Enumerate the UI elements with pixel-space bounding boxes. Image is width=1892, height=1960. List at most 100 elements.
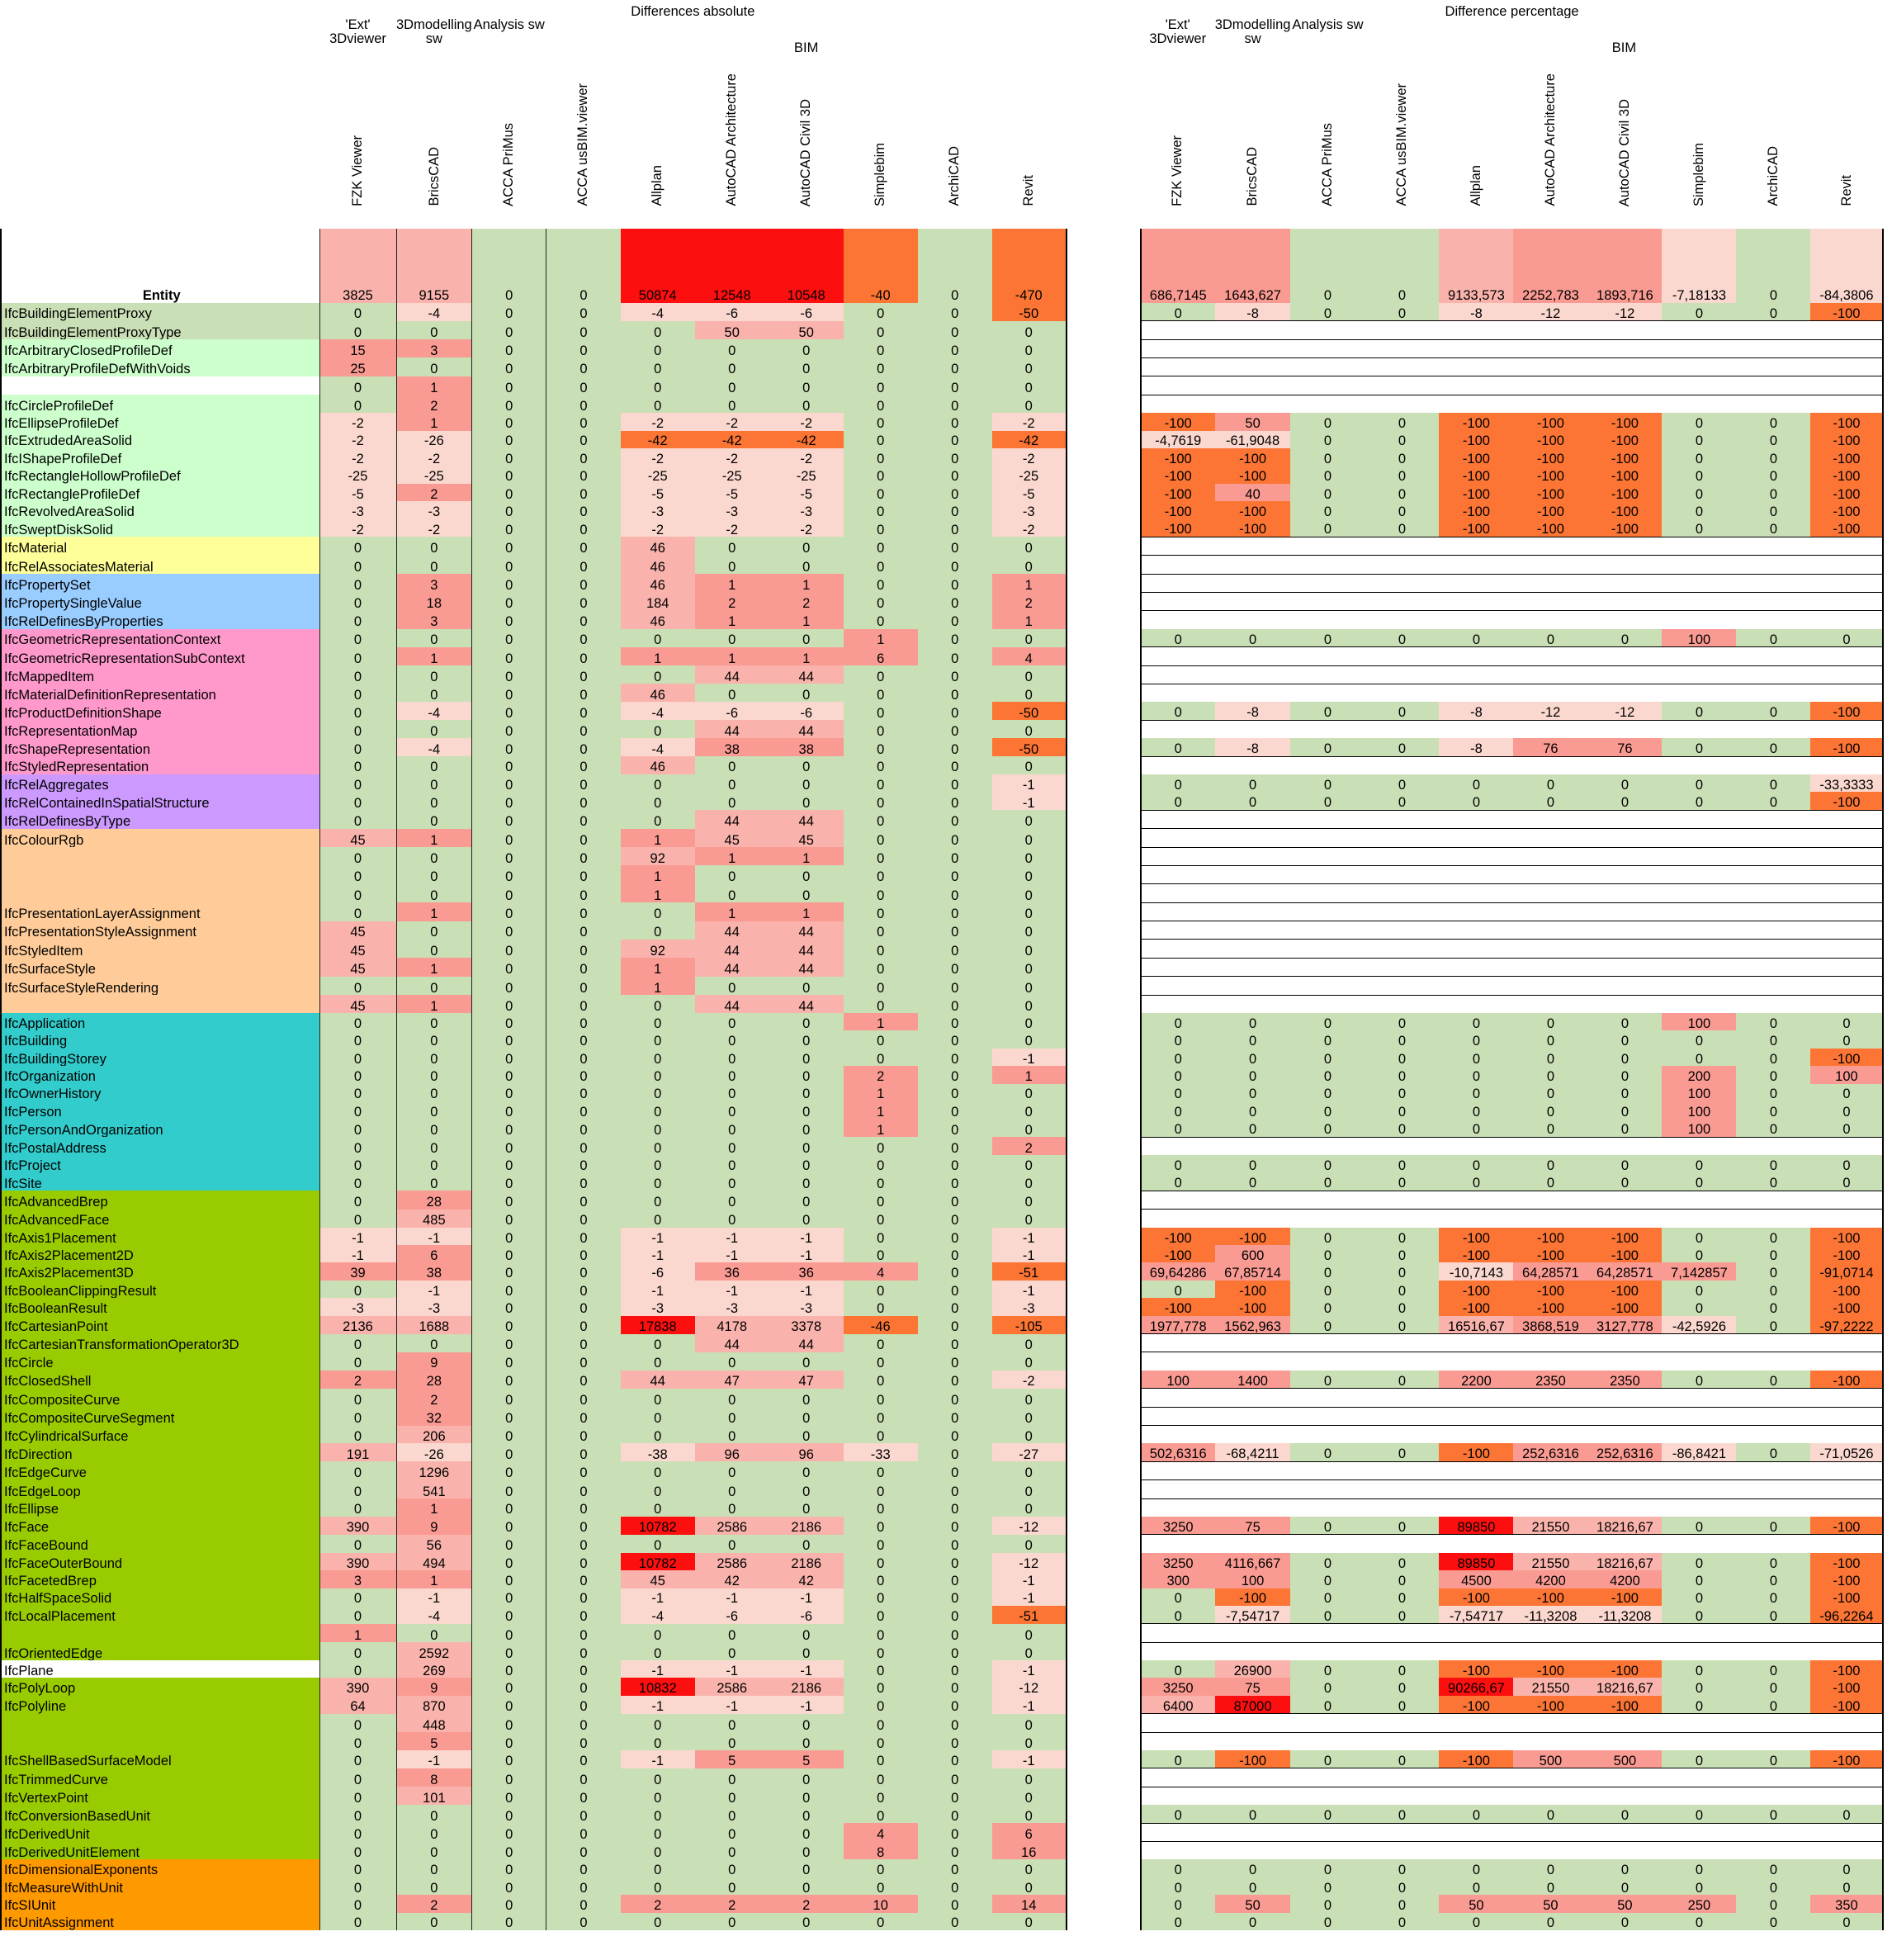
pct-cell-empty xyxy=(1513,610,1588,629)
abs-cell: 2 xyxy=(769,1895,844,1913)
pct-cell: 300 xyxy=(1139,1570,1215,1588)
pct-cell: 0 xyxy=(1662,1805,1737,1824)
pct-cell: -11,3208 xyxy=(1513,1605,1588,1624)
spacer-cell xyxy=(1066,339,1141,358)
pct-cell-empty xyxy=(1810,683,1885,703)
abs-cell: 0 xyxy=(546,1370,621,1389)
abs-cell: 0 xyxy=(843,1370,918,1389)
pct-cell: 26900 xyxy=(1214,1660,1291,1678)
abs-cell: -1 xyxy=(620,1227,695,1246)
pct-cell-empty xyxy=(1290,1840,1365,1860)
abs-cell: 0 xyxy=(991,1083,1067,1101)
abs-cell: 0 xyxy=(319,395,396,414)
spacer-cell xyxy=(1066,1461,1141,1480)
abs-cell: 0 xyxy=(620,1388,695,1408)
abs-cell: -38 xyxy=(620,1443,695,1462)
abs-cell: 0 xyxy=(769,1172,844,1191)
pct-cell: -100 xyxy=(1513,1245,1588,1263)
pct-cell: -100 xyxy=(1810,1048,1885,1067)
pct-cell-empty xyxy=(1290,902,1365,921)
abs-cell: 0 xyxy=(843,1787,918,1806)
pct-cell: 0 xyxy=(1439,1066,1514,1084)
tool-name: AutoCAD Civil 3D xyxy=(798,98,814,206)
pct-cell-empty xyxy=(1513,883,1588,903)
pct-cell-empty xyxy=(1214,646,1291,666)
abs-cell: 39 xyxy=(319,1262,396,1281)
spacer-cell xyxy=(1066,1660,1141,1678)
abs-cell: 0 xyxy=(620,1912,695,1930)
pct-cell-empty xyxy=(1810,1822,1885,1842)
pct-cell: 0 xyxy=(1662,792,1737,811)
abs-cell: 0 xyxy=(546,574,621,593)
pct-cell: 3250 xyxy=(1139,1516,1215,1535)
abs-cell: 0 xyxy=(471,430,546,448)
pct-cell-empty xyxy=(1736,957,1811,977)
pct-cell-empty xyxy=(1439,536,1514,556)
abs-cell: 0 xyxy=(395,720,472,739)
pct-cell-empty xyxy=(1139,1136,1215,1156)
pct-cell-empty xyxy=(1214,536,1291,556)
abs-cell: 0 xyxy=(319,1912,396,1930)
pct-cell: 0 xyxy=(1587,1912,1663,1930)
pct-cell-empty xyxy=(1439,1461,1514,1480)
pct-cell-empty xyxy=(1662,610,1737,629)
table-row: IfcRelContainedInSpatialStructure 0 0 0 0 0 0 0… xyxy=(0,792,1885,811)
abs-cell: 0 xyxy=(917,1642,992,1661)
abs-cell: 0 xyxy=(319,1048,396,1067)
abs-cell: 0 xyxy=(471,1841,546,1860)
pct-cell-empty xyxy=(1810,1731,1885,1751)
pct-cell: 100 xyxy=(1139,1370,1215,1389)
pct-cell: 0 xyxy=(1290,628,1365,647)
pct-cell: 0 xyxy=(1662,413,1737,431)
pct-cell: -100 xyxy=(1513,518,1588,537)
abs-cell: 0 xyxy=(917,995,992,1014)
pct-cell-empty xyxy=(1662,755,1737,774)
abs-cell: 0 xyxy=(319,537,396,556)
abs-cell: 44 xyxy=(694,665,769,684)
abs-cell: 0 xyxy=(694,537,769,556)
abs-cell: 0 xyxy=(694,1119,769,1138)
abs-cell: 0 xyxy=(769,865,844,884)
pct-cell: 1400 xyxy=(1214,1370,1291,1389)
abs-cell: 0 xyxy=(694,339,769,358)
pct-cell: 0 xyxy=(1365,1315,1440,1334)
abs-cell: 0 xyxy=(546,1155,621,1173)
spacer-cell xyxy=(1066,976,1141,996)
spacer-cell xyxy=(1066,738,1141,757)
pct-cell: 0 xyxy=(1139,1588,1215,1606)
abs-cell: 0 xyxy=(917,1443,992,1462)
pct-cell: -100 xyxy=(1810,518,1885,537)
pct-cell-empty xyxy=(1365,957,1440,977)
abs-cell: -2 xyxy=(319,518,396,537)
tool-name: ACCA usBIM.viewer xyxy=(1394,83,1410,206)
pct-cell: 0 xyxy=(1587,1805,1663,1824)
abs-cell: 0 xyxy=(694,395,769,414)
abs-cell: 0 xyxy=(991,1642,1067,1661)
abs-cell: 0 xyxy=(694,1137,769,1156)
table-row: IfcAdvancedFace 0 485 0 0 0 0 0 0 0 0 xyxy=(0,1209,1885,1228)
pct-cell: 0 xyxy=(1810,1013,1885,1031)
header-blank xyxy=(1,0,319,18)
table-row: IfcPostalAddress 0 0 0 0 0 0 0 0 0 2 xyxy=(0,1136,1885,1156)
abs-cell: 0 xyxy=(471,939,546,959)
abs-cell: 390 xyxy=(319,1678,396,1696)
abs-cell: 0 xyxy=(843,995,918,1014)
abs-cell: 0 xyxy=(319,555,396,575)
spacer-cell xyxy=(1066,1841,1141,1860)
pct-cell: 0 xyxy=(1736,1443,1811,1462)
pct-cell: 0 xyxy=(1290,1912,1365,1930)
pct-cell-empty xyxy=(1214,357,1291,376)
abs-cell: 0 xyxy=(319,1534,396,1553)
pct-cell: -100 xyxy=(1439,430,1514,448)
pct-cell: 0 xyxy=(1365,1516,1440,1535)
abs-cell: -6 xyxy=(769,302,844,321)
pct-cell: 0 xyxy=(1513,1877,1588,1896)
spacer-cell xyxy=(1066,1534,1141,1553)
abs-cell: 45 xyxy=(319,921,396,940)
pct-cell: 0 xyxy=(1290,1859,1365,1877)
pct-cell: 500 xyxy=(1513,1750,1588,1768)
pct-cell: 0 xyxy=(1365,774,1440,793)
abs-cell: 0 xyxy=(917,865,992,884)
pct-cell: 0 xyxy=(1290,302,1365,321)
